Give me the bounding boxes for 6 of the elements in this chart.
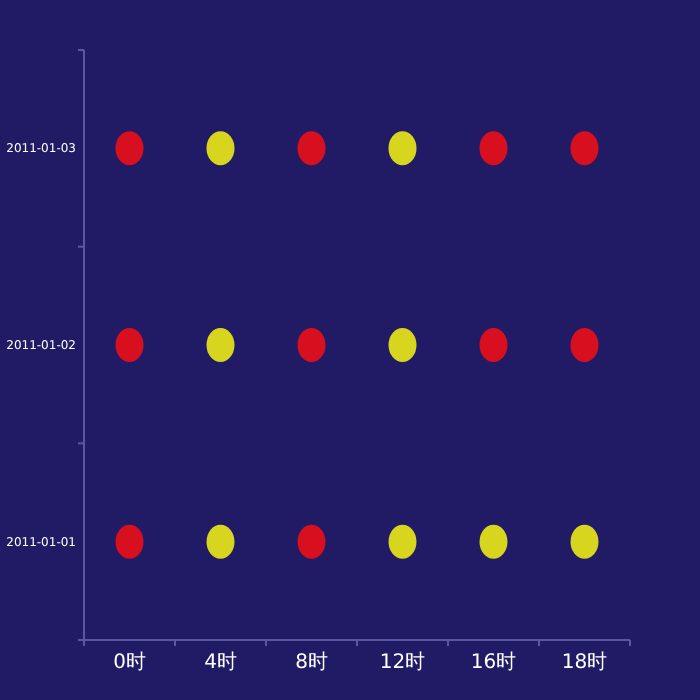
- x-tick-label: 4时: [204, 650, 237, 674]
- x-tick-label: 12时: [379, 650, 426, 674]
- x-tick-label: 8时: [295, 650, 328, 674]
- x-tick-label: 16时: [470, 650, 517, 674]
- x-tick-label: 18时: [561, 650, 608, 674]
- x-tick-label: 0时: [113, 650, 146, 674]
